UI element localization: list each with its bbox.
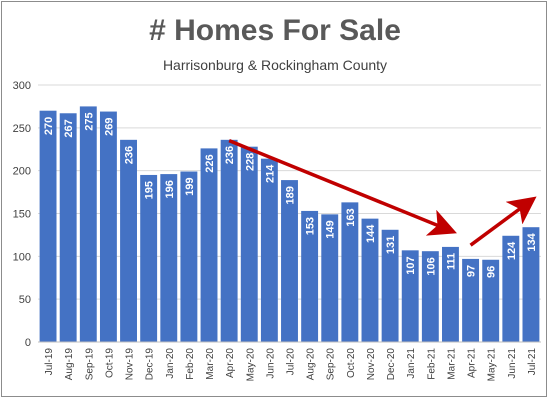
x-tick-label: Feb-20 xyxy=(185,348,196,380)
trend-arrows xyxy=(228,139,537,247)
x-tick-label: Feb-21 xyxy=(426,348,437,380)
bar xyxy=(120,139,137,342)
data-label: 131 xyxy=(385,236,397,254)
x-tick-label: Jul-19 xyxy=(44,348,55,376)
data-label: 196 xyxy=(164,180,176,198)
data-label: 153 xyxy=(305,217,317,235)
bar xyxy=(240,146,258,342)
x-tick-label: Sep-19 xyxy=(84,348,95,381)
data-label: 189 xyxy=(285,186,297,204)
bar xyxy=(140,174,158,342)
bar xyxy=(79,106,97,343)
data-label: 107 xyxy=(405,256,417,274)
y-tick-label: 50 xyxy=(19,294,31,306)
bar xyxy=(200,148,218,342)
bar xyxy=(462,258,480,342)
y-tick-label: 200 xyxy=(13,166,31,178)
bar xyxy=(160,174,178,342)
x-tick-label: May-21 xyxy=(487,348,498,382)
bar xyxy=(220,139,238,342)
x-tick-label: Nov-19 xyxy=(125,348,136,381)
x-tick-label: Nov-20 xyxy=(366,348,377,381)
data-label: 236 xyxy=(124,146,136,164)
y-tick-label: 0 xyxy=(25,337,31,349)
y-tick-label: 250 xyxy=(13,123,31,135)
x-tick-label: Jul-20 xyxy=(286,348,297,376)
x-tick-label: Oct-20 xyxy=(346,348,357,378)
x-tick-label: Oct-19 xyxy=(104,348,115,378)
bars xyxy=(39,106,540,343)
data-label: 144 xyxy=(365,224,377,243)
y-tick-label: 100 xyxy=(13,251,31,263)
x-tick-label: Jul-21 xyxy=(527,348,538,376)
data-label: 134 xyxy=(526,232,538,251)
data-label: 97 xyxy=(466,265,478,277)
data-label: 124 xyxy=(506,241,518,260)
data-label: 111 xyxy=(445,253,457,270)
x-tick-label: Sep-20 xyxy=(326,348,337,381)
x-tick-label: May-20 xyxy=(245,348,256,382)
x-tick-label: Aug-20 xyxy=(306,348,317,381)
bar xyxy=(321,214,339,342)
data-label: 275 xyxy=(83,112,95,130)
x-axis: Jul-19 Aug-19 Sep-19 Oct-19 Nov-19 Dec-19 Jan-… xyxy=(38,341,541,382)
x-tick-label: Aug-19 xyxy=(64,348,75,381)
data-label: 106 xyxy=(425,257,437,275)
bar xyxy=(361,218,379,342)
bar xyxy=(59,113,77,343)
bar xyxy=(442,246,459,342)
bar xyxy=(381,229,399,342)
bar xyxy=(180,171,198,342)
x-tick-label: Jun-21 xyxy=(507,348,518,379)
bar xyxy=(281,180,298,342)
data-label: 195 xyxy=(144,181,156,199)
trend-arrow xyxy=(469,196,537,247)
bar xyxy=(522,227,540,342)
bar xyxy=(502,235,520,342)
y-tick-label: 150 xyxy=(13,209,31,221)
x-tick-label: Apr-21 xyxy=(467,348,478,378)
data-label: 163 xyxy=(345,208,357,226)
data-label: 269 xyxy=(103,118,115,136)
x-tick-label: Apr-20 xyxy=(225,348,236,378)
data-label: 226 xyxy=(204,154,216,172)
bar xyxy=(39,110,57,342)
bar xyxy=(401,250,419,342)
x-tick-label: Mar-20 xyxy=(205,348,216,380)
y-tick-label: 300 xyxy=(13,80,31,92)
data-label: 149 xyxy=(325,220,337,238)
data-labels: 270 267 275 269 236 195 196 199 226 236 228 214 189 1… xyxy=(43,112,538,278)
data-label: 267 xyxy=(63,119,75,137)
x-tick-label: Dec-20 xyxy=(386,348,397,381)
x-tick-label: Dec-19 xyxy=(145,348,156,381)
data-label: 199 xyxy=(184,178,196,196)
bar xyxy=(421,251,439,342)
trend-arrow xyxy=(228,139,457,236)
x-tick-label: Jan-21 xyxy=(406,348,417,379)
x-tick-label: Jan-20 xyxy=(165,348,176,379)
x-tick-label: Mar-21 xyxy=(446,348,457,380)
chart-subtitle: Harrisonburg & Rockingham County xyxy=(163,57,387,73)
data-label: 270 xyxy=(43,117,55,135)
data-label: 214 xyxy=(264,164,276,183)
data-label: 96 xyxy=(486,266,498,278)
bar xyxy=(482,259,500,342)
x-tick-label: Jun-20 xyxy=(265,348,276,379)
bar xyxy=(301,210,319,342)
data-label: 236 xyxy=(224,146,236,164)
bar xyxy=(341,202,359,342)
bar xyxy=(260,158,278,342)
bar xyxy=(99,111,117,342)
chart-title: # Homes For Sale xyxy=(149,14,401,47)
y-axis: 0 50 100 150 200 250 300 xyxy=(13,80,31,349)
data-label: 228 xyxy=(244,153,256,171)
